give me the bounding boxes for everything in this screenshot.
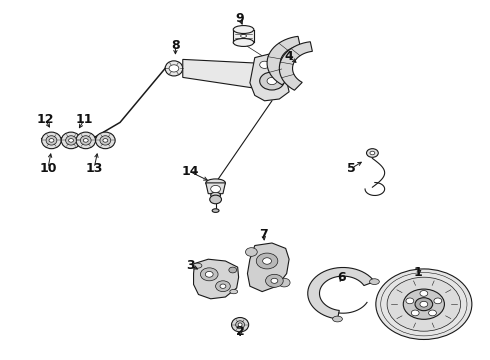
Circle shape [367,149,378,157]
Text: 9: 9 [236,12,245,25]
Circle shape [411,310,419,316]
Circle shape [260,61,270,68]
Polygon shape [183,59,265,88]
Circle shape [376,269,472,339]
Circle shape [220,284,226,288]
Ellipse shape [233,39,254,46]
Circle shape [274,63,284,70]
Polygon shape [279,42,312,90]
Circle shape [415,298,433,311]
Ellipse shape [100,136,111,145]
Circle shape [205,271,213,277]
Ellipse shape [230,289,238,294]
Text: 5: 5 [347,162,356,175]
Ellipse shape [206,179,225,187]
Ellipse shape [46,136,57,145]
Ellipse shape [49,139,54,142]
Ellipse shape [241,35,246,37]
Ellipse shape [212,209,219,212]
Ellipse shape [61,132,81,149]
Circle shape [429,310,437,316]
Text: 6: 6 [338,271,346,284]
Text: 12: 12 [36,113,54,126]
Text: 11: 11 [75,113,93,126]
Circle shape [169,65,179,72]
Circle shape [260,72,284,90]
Text: 8: 8 [171,39,180,52]
Polygon shape [250,54,289,101]
Text: 13: 13 [85,162,103,175]
Ellipse shape [76,132,96,149]
Circle shape [266,274,283,287]
Circle shape [278,278,290,287]
Ellipse shape [333,316,343,322]
Ellipse shape [236,321,245,329]
Polygon shape [308,267,374,319]
Ellipse shape [232,318,248,332]
Circle shape [245,248,257,256]
Circle shape [434,298,442,304]
Circle shape [267,77,277,85]
Text: 10: 10 [39,162,57,175]
Ellipse shape [369,279,379,284]
Ellipse shape [96,132,115,149]
Ellipse shape [80,136,91,145]
Circle shape [211,185,220,193]
Ellipse shape [165,61,183,76]
Ellipse shape [83,139,88,142]
Ellipse shape [193,263,202,268]
Circle shape [271,278,278,283]
Circle shape [256,253,278,269]
Circle shape [403,289,444,319]
Text: 7: 7 [259,228,268,241]
Text: 4: 4 [285,50,294,63]
Circle shape [406,298,414,304]
Circle shape [420,291,428,296]
Circle shape [420,301,428,307]
Polygon shape [194,259,239,299]
Ellipse shape [42,132,61,149]
Polygon shape [247,243,289,292]
Polygon shape [267,36,300,85]
Circle shape [200,268,218,281]
Text: 2: 2 [236,325,245,338]
Circle shape [229,267,237,273]
Ellipse shape [233,26,254,33]
Circle shape [216,281,230,292]
Text: 3: 3 [186,259,195,272]
Ellipse shape [69,139,74,142]
Ellipse shape [238,323,242,327]
Circle shape [263,258,271,264]
Text: 14: 14 [181,165,199,178]
Polygon shape [206,183,225,194]
Circle shape [387,277,461,331]
Circle shape [370,151,375,155]
Ellipse shape [211,192,220,198]
Circle shape [210,195,221,204]
Ellipse shape [66,136,76,145]
Text: 1: 1 [414,266,422,279]
Ellipse shape [103,139,108,142]
